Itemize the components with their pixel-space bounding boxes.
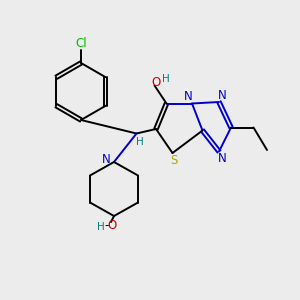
Text: H: H [97,221,104,232]
Text: S: S [170,154,178,167]
Text: Cl: Cl [75,37,87,50]
Text: -: - [104,219,109,232]
Text: N: N [218,152,226,165]
Text: N: N [102,153,111,166]
Text: N: N [218,89,226,102]
Text: O: O [152,76,160,89]
Text: H: H [136,137,143,147]
Text: O: O [107,219,116,232]
Text: H: H [162,74,170,85]
Text: N: N [184,90,193,104]
